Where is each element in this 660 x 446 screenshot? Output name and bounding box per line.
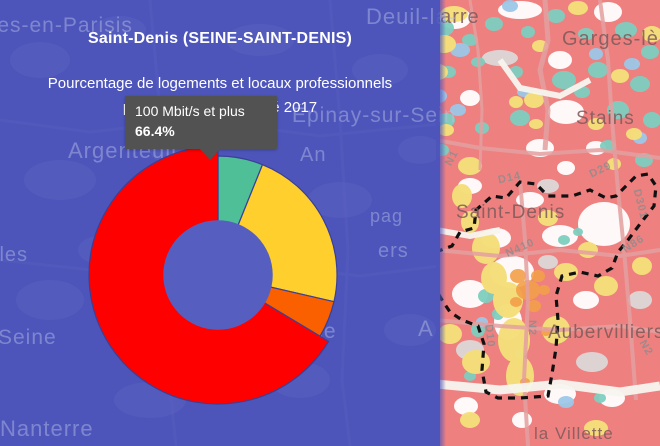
donut-chart[interactable] (52, 140, 392, 446)
donut-hole (163, 220, 273, 330)
page-title: Saint-Denis (SEINE-SAINT-DENIS) (87, 30, 352, 47)
ghost-label-a: A (418, 316, 434, 341)
map-label-stains: Stains (576, 108, 635, 129)
tooltip-series-label: 100 Mbit/s et plus (135, 103, 245, 119)
donut-chart-svg[interactable] (52, 140, 392, 446)
chart-subtitle-line1: Pourcentage de logements et locaux profe… (47, 75, 393, 92)
tooltip-value: 66.4% (135, 123, 175, 139)
ghost-label-seine: -Seine (0, 326, 57, 349)
map-label-garges-les: Garges-lè (562, 28, 659, 50)
ghost-label-nanterre: Nanterre (0, 416, 94, 441)
map-label-saint-denis: Saint-Denis (456, 202, 566, 223)
ghost-label-lles: lles (0, 244, 29, 266)
map-label-la-villette: la Villette (534, 424, 614, 443)
road-shield-d10: D10 (482, 323, 497, 349)
chart-tooltip: 100 Mbit/s et plus 66.4% (125, 96, 277, 160)
road-shield-n2-center: N2 (526, 319, 539, 337)
ghost-label-epinay-sur-seine: Épinay-sur-Sein (292, 104, 457, 127)
overlay-fade-edge (436, 0, 446, 446)
ghost-label-ers: ers (378, 240, 409, 262)
ghost-label-cormeilles-en-parisis: lles-en-Parisis (0, 14, 133, 37)
map-label-aubervilliers: Aubervilliers (548, 322, 660, 343)
ghost-label-pag: pag (370, 206, 404, 226)
tooltip-pointer (199, 148, 221, 160)
ghost-label-an: An (300, 144, 327, 166)
